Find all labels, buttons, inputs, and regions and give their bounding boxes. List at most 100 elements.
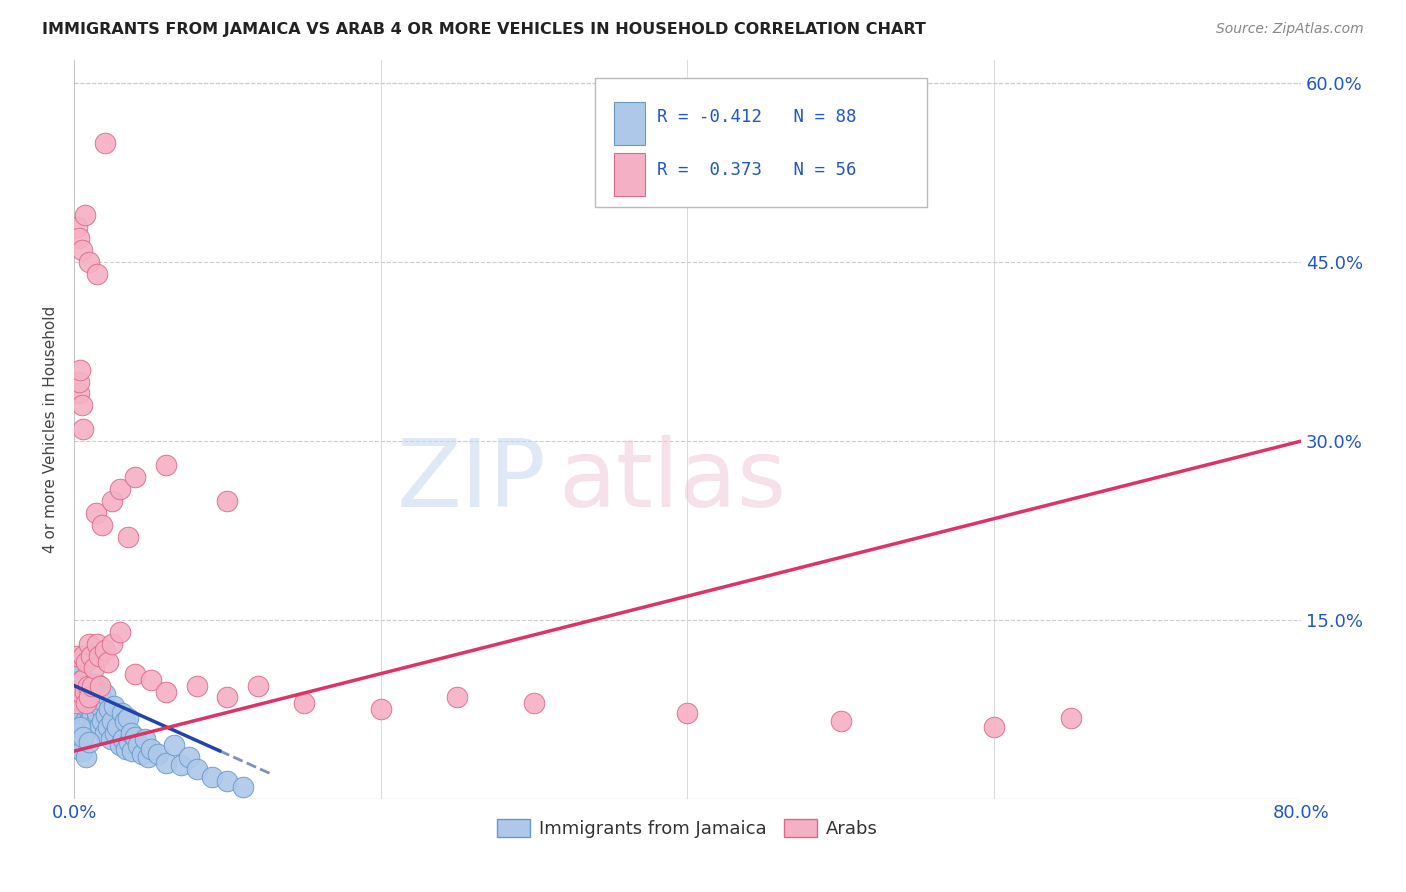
Point bbox=[89, 679, 111, 693]
Point bbox=[87, 648, 110, 663]
Point bbox=[73, 682, 96, 697]
Point bbox=[79, 734, 101, 748]
FancyBboxPatch shape bbox=[596, 78, 927, 208]
Point bbox=[128, 738, 150, 752]
Point bbox=[103, 698, 125, 713]
Point bbox=[111, 706, 134, 720]
Point bbox=[247, 679, 270, 693]
Point bbox=[86, 706, 108, 720]
Point bbox=[86, 637, 108, 651]
Point bbox=[66, 726, 89, 740]
Point bbox=[70, 720, 93, 734]
Point bbox=[65, 697, 87, 711]
Point bbox=[67, 708, 90, 723]
Point bbox=[100, 732, 122, 747]
Point bbox=[75, 675, 97, 690]
Point bbox=[65, 732, 87, 747]
Point bbox=[70, 684, 93, 698]
Point bbox=[139, 741, 162, 756]
Point bbox=[67, 386, 90, 401]
Point bbox=[84, 506, 107, 520]
Point bbox=[115, 741, 138, 756]
Point bbox=[86, 267, 108, 281]
Point bbox=[163, 738, 186, 752]
Text: atlas: atlas bbox=[558, 435, 787, 527]
Point bbox=[124, 470, 146, 484]
Point bbox=[66, 648, 89, 663]
Point bbox=[73, 684, 96, 698]
FancyBboxPatch shape bbox=[614, 153, 644, 196]
Point bbox=[120, 726, 142, 740]
Point bbox=[830, 714, 852, 729]
Point bbox=[108, 482, 131, 496]
Point bbox=[117, 529, 139, 543]
Point bbox=[94, 136, 117, 150]
Point bbox=[96, 708, 118, 723]
Point bbox=[90, 702, 112, 716]
Point bbox=[112, 732, 135, 747]
Point bbox=[69, 720, 91, 734]
Point bbox=[676, 706, 699, 720]
Point bbox=[108, 738, 131, 752]
Point bbox=[66, 702, 89, 716]
Point bbox=[73, 694, 96, 708]
Point bbox=[370, 702, 392, 716]
Point bbox=[69, 694, 91, 708]
Point bbox=[97, 655, 120, 669]
Point bbox=[83, 661, 105, 675]
Point bbox=[73, 714, 96, 729]
Point bbox=[67, 679, 90, 693]
Point bbox=[75, 655, 97, 669]
Point bbox=[67, 666, 90, 681]
Point bbox=[75, 718, 97, 732]
Point bbox=[72, 690, 94, 705]
Point bbox=[97, 720, 120, 734]
Legend: Immigrants from Jamaica, Arabs: Immigrants from Jamaica, Arabs bbox=[489, 812, 884, 846]
Point bbox=[80, 648, 103, 663]
Point bbox=[89, 684, 111, 698]
Point bbox=[80, 682, 103, 697]
Point bbox=[155, 756, 177, 770]
Point bbox=[77, 679, 100, 693]
Point bbox=[124, 730, 146, 744]
Text: Source: ZipAtlas.com: Source: ZipAtlas.com bbox=[1216, 22, 1364, 37]
Point bbox=[101, 493, 124, 508]
Point bbox=[104, 726, 127, 740]
Point bbox=[292, 697, 315, 711]
Point bbox=[79, 679, 101, 693]
Point bbox=[66, 673, 89, 687]
Point bbox=[67, 375, 90, 389]
Point bbox=[69, 362, 91, 376]
Point bbox=[86, 677, 108, 691]
Point bbox=[217, 690, 239, 705]
Point bbox=[131, 747, 153, 761]
Point bbox=[67, 697, 90, 711]
Point bbox=[117, 711, 139, 725]
Point bbox=[75, 750, 97, 764]
Point bbox=[69, 714, 91, 729]
Point bbox=[232, 780, 254, 794]
Point bbox=[80, 698, 103, 713]
Point bbox=[134, 732, 156, 747]
Point bbox=[70, 702, 93, 716]
Point bbox=[79, 255, 101, 269]
Point bbox=[94, 726, 117, 740]
Point bbox=[87, 720, 110, 734]
Point bbox=[84, 697, 107, 711]
Point bbox=[72, 648, 94, 663]
Point bbox=[121, 744, 143, 758]
Point bbox=[201, 770, 224, 784]
Point bbox=[66, 661, 89, 675]
Point bbox=[66, 684, 89, 698]
Point bbox=[186, 762, 208, 776]
Point bbox=[65, 690, 87, 705]
Point bbox=[101, 637, 124, 651]
Point bbox=[98, 702, 121, 716]
Point bbox=[139, 673, 162, 687]
Point bbox=[118, 734, 141, 748]
FancyBboxPatch shape bbox=[614, 102, 644, 145]
Point bbox=[114, 714, 136, 729]
Point bbox=[70, 244, 93, 258]
Text: ZIP: ZIP bbox=[396, 435, 547, 527]
Point bbox=[170, 758, 193, 772]
